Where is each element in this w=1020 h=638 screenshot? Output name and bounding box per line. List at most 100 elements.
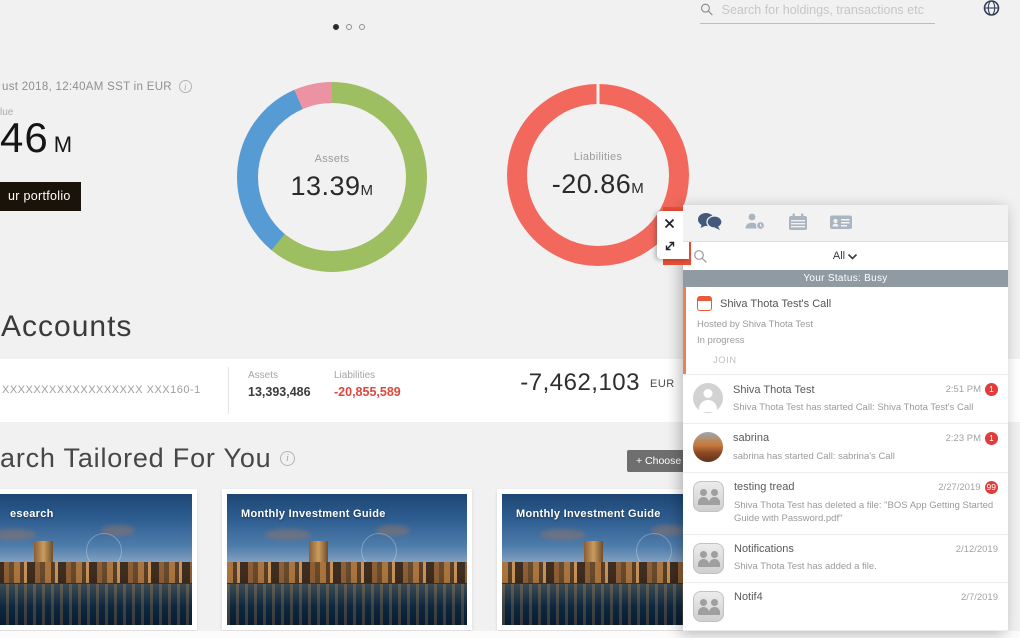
account-total-value: -7,462,103	[520, 369, 640, 396]
unread-badge: 99	[984, 480, 998, 494]
panel-tab-bar	[683, 205, 1008, 242]
meeting-host: Hosted by Shiva Thota Test	[697, 319, 813, 330]
card-title: Monthly Investment Guide	[241, 508, 386, 520]
item-time: 2/27/2019	[938, 481, 981, 493]
notification-item[interactable]: sabrina 2:23 PM 1 sabrina has started Ca…	[683, 422, 1008, 472]
assets-label: Assets	[248, 370, 279, 381]
meeting-item[interactable]: Shiva Thota Test's Call Hosted by Shiva …	[683, 287, 1008, 374]
notification-item[interactable]: Notif3 2/7/2019	[683, 630, 1008, 638]
id-card-icon	[830, 215, 852, 229]
item-name: Shiva Thota Test	[733, 383, 815, 396]
photo-avatar	[693, 431, 723, 462]
status-bar[interactable]: Your Status: Busy	[683, 270, 1008, 287]
meeting-calendar-icon	[697, 296, 712, 311]
assets-donut-value: 13.39M	[290, 170, 374, 201]
item-body: Shiva Thota Test has deleted a file: "BO…	[734, 499, 994, 525]
notifications-list: Shiva Thota Test's Call Hosted by Shiva …	[683, 287, 1008, 638]
notification-item[interactable]: Notif4 2/7/2019	[683, 582, 1008, 630]
research-heading: arch Tailored For You i	[0, 443, 296, 474]
carousel-dot[interactable]	[346, 24, 352, 30]
group-avatar	[693, 480, 724, 512]
panel-filter-row: All	[683, 242, 1008, 270]
join-button[interactable]: JOIN	[713, 355, 737, 366]
as-of-date-text: ust 2018, 12:40AM SST in EUR	[2, 80, 172, 93]
carousel-dot[interactable]	[359, 24, 365, 30]
assets-value: 13,393,486	[248, 385, 311, 399]
liabilities-value: -20,855,589	[334, 385, 401, 399]
net-value: 46 M	[0, 114, 72, 162]
item-body: Shiva Thota Test has added a file.	[734, 561, 877, 573]
liabilities-donut-label: Liabilities	[573, 150, 623, 163]
item-name: Notifications	[734, 543, 794, 556]
choose-interests-button[interactable]: + Choose	[627, 450, 691, 472]
item-time: 2:51 PM	[945, 384, 981, 395]
net-value-number: 46	[0, 114, 49, 161]
tab-contact-card[interactable]	[829, 211, 853, 235]
assets-donut-chart[interactable]: Assets 13.39M	[237, 82, 427, 272]
search-icon	[700, 3, 713, 16]
tab-calendar[interactable]	[787, 211, 809, 235]
divider	[228, 367, 229, 414]
as-of-date: ust 2018, 12:40AM SST in EUR i	[2, 80, 192, 93]
card-image-cityscape: esearch	[0, 494, 192, 625]
carousel-dots[interactable]	[333, 24, 365, 30]
accounts-heading: Accounts	[1, 310, 133, 343]
card-image-cityscape: Monthly Investment Guide	[227, 494, 467, 625]
filter-selected-value: All	[832, 250, 846, 262]
next-section-strip	[0, 631, 1020, 638]
search-icon[interactable]	[693, 249, 708, 264]
item-time: 2/12/2019	[955, 543, 998, 555]
liabilities-donut-value: -20.86M	[551, 168, 645, 199]
research-card[interactable]: esearch	[0, 489, 197, 630]
expand-icon[interactable]	[664, 240, 676, 252]
account-number: XXXXXXXXXXXXXXXXXX XXX160-1	[2, 384, 201, 396]
filter-dropdown[interactable]: All	[683, 250, 1008, 262]
language-globe-icon[interactable]	[982, 0, 1001, 22]
view-portfolio-button[interactable]: ur portfolio	[0, 182, 81, 211]
research-heading-text: arch Tailored For You	[0, 443, 272, 473]
item-name: sabrina	[733, 432, 770, 445]
person-avatar	[693, 383, 723, 413]
notification-item[interactable]: Shiva Thota Test 2:51 PM 1 Shiva Thota T…	[683, 374, 1008, 423]
meeting-state: In progress	[697, 335, 745, 346]
meeting-title: Shiva Thota Test's Call	[720, 297, 832, 310]
chevron-down-icon	[848, 253, 858, 260]
item-name: Notif4	[734, 591, 763, 604]
calendar-icon	[789, 213, 807, 230]
item-body: sabrina has started Call: sabrina's Call	[733, 450, 895, 462]
net-value-label: lue	[0, 107, 14, 118]
notification-item[interactable]: testing tread 2/27/2019 99 Shiva Thota T…	[683, 471, 1008, 535]
item-time: 2/7/2019	[961, 591, 998, 603]
info-icon[interactable]: i	[178, 80, 192, 93]
donut-gap	[596, 83, 600, 106]
carousel-dot-active[interactable]	[333, 24, 339, 30]
info-icon[interactable]: i	[280, 451, 296, 466]
close-icon[interactable]	[664, 218, 675, 229]
tab-chats[interactable]	[697, 211, 723, 235]
person-status-icon	[745, 213, 766, 231]
search-input[interactable]	[721, 3, 935, 17]
global-search[interactable]	[700, 2, 935, 24]
card-title: Monthly Investment Guide	[516, 508, 661, 520]
group-avatar	[693, 543, 724, 575]
account-liabilities: Liabilities -20,855,589	[334, 370, 401, 399]
account-assets: Assets 13,393,486	[248, 370, 311, 399]
unread-badge: 1	[985, 383, 998, 396]
item-time: 2:23 PM	[945, 432, 981, 444]
assets-donut-label: Assets	[314, 152, 350, 165]
assets-donut-center: Assets 13.39M	[258, 103, 406, 251]
account-currency: EUR	[650, 378, 675, 390]
liabilities-label: Liabilities	[334, 370, 376, 381]
item-name: testing tread	[734, 481, 795, 494]
net-value-unit: M	[53, 132, 73, 157]
tab-contacts[interactable]	[743, 211, 767, 235]
group-avatar	[693, 591, 724, 623]
notification-item[interactable]: Notifications 2/12/2019 Shiva Thota Test…	[683, 534, 1008, 582]
liabilities-donut-chart[interactable]: Liabilities -20.86M	[507, 83, 689, 266]
unread-badge: 1	[985, 431, 998, 445]
liabilities-donut-center: Liabilities -20.86M	[527, 104, 669, 246]
research-card[interactable]: Monthly Investment Guide	[222, 489, 472, 630]
item-body: Shiva Thota Test has started Call: Shiva…	[733, 402, 974, 413]
chat-bubbles-icon	[698, 213, 723, 230]
